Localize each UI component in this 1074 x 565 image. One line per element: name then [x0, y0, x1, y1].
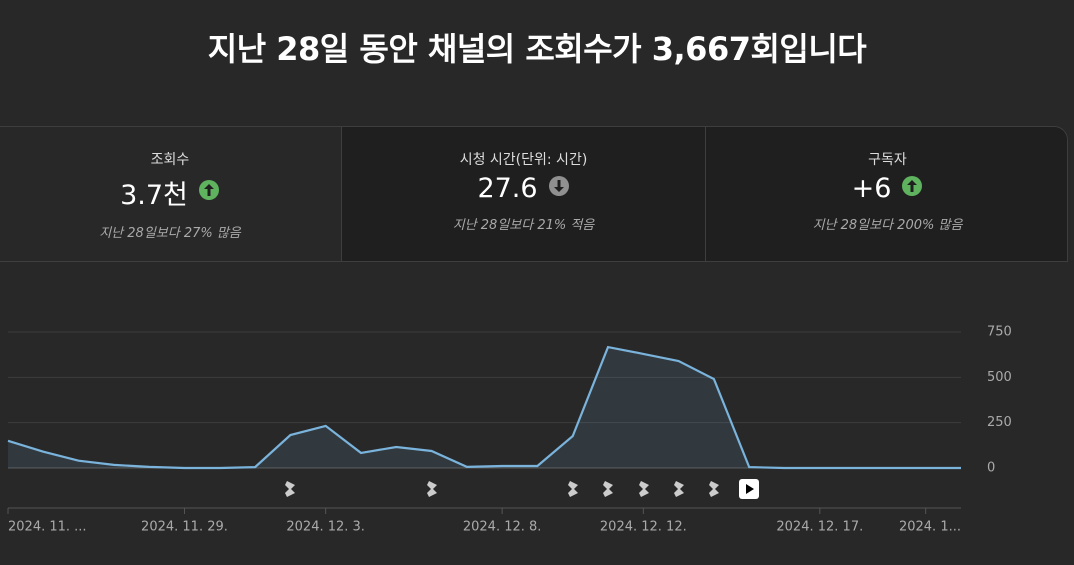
metric-value: 27.6: [477, 173, 538, 204]
video-icon[interactable]: [739, 479, 759, 499]
shorts-icon[interactable]: [603, 481, 613, 497]
trend-arrow: [198, 180, 219, 200]
x-tick-label: 2024. 11. 29.: [141, 520, 228, 535]
metric-value: +6: [851, 173, 892, 204]
y-tick-label: 0: [987, 461, 995, 476]
x-tick-label: 2024. 12. 8.: [463, 520, 542, 535]
x-tick-label: 2024. 1...: [899, 520, 961, 535]
metric-value-row: 3.7천: [0, 173, 341, 212]
title: 지난 28일 동안 채널의 조회수가 3,667회입니다: [207, 30, 867, 68]
trend-arrow: [902, 176, 923, 196]
metric-label: 조회수: [150, 152, 190, 168]
shorts-icon[interactable]: [285, 481, 295, 497]
metric-label: 구독자: [868, 152, 907, 168]
metric-label: 시청 시간(단위: 시간): [459, 152, 588, 168]
metric-note: 지난 28일보다 21% 적음: [452, 218, 595, 233]
metric-card[interactable]: 구독자 +6 지난 28일보다 200% 많음: [705, 127, 1067, 261]
y-tick-label: 750: [987, 325, 1012, 340]
metric-note: 지난 28일보다 27% 많음: [99, 226, 241, 241]
trend-icon: [901, 173, 923, 204]
x-tick-label: 2024. 12. 17.: [776, 520, 863, 535]
area: [8, 347, 961, 468]
x-tick-label: 2024. 12. 12.: [600, 520, 687, 535]
trend-arrow: [548, 176, 569, 196]
metric-value: 3.7천: [120, 180, 188, 211]
trend-icon: [198, 177, 220, 208]
metric-value-row: +6: [706, 173, 1067, 204]
metric-card[interactable]: 시청 시간(단위: 시간) 27.6 지난 28일보다 21% 적음: [341, 127, 705, 261]
metric-cards: 조회수 3.7천 지난 28일보다 27% 많음 시청 시간(단위: 시간) 2…: [0, 126, 1068, 262]
metric-note: 지난 28일보다 200% 많음: [812, 218, 963, 233]
trend-icon: [548, 173, 570, 204]
video-markers: [285, 479, 759, 499]
shorts-icon[interactable]: [709, 481, 719, 497]
x-tick-label: 2024. 11. ...: [8, 520, 87, 535]
shorts-icon[interactable]: [568, 481, 578, 497]
shorts-icon[interactable]: [674, 481, 684, 497]
shorts-icon[interactable]: [427, 481, 437, 497]
metric-card[interactable]: 조회수 3.7천 지난 28일보다 27% 많음: [0, 127, 341, 261]
line: [7, 345, 961, 470]
shorts-icon[interactable]: [639, 481, 649, 497]
y-tick-label: 500: [987, 370, 1012, 385]
x-tick-label: 2024. 12. 3.: [286, 520, 365, 535]
metric-value-row: 27.6: [342, 173, 705, 204]
y-tick-label: 250: [987, 415, 1012, 430]
